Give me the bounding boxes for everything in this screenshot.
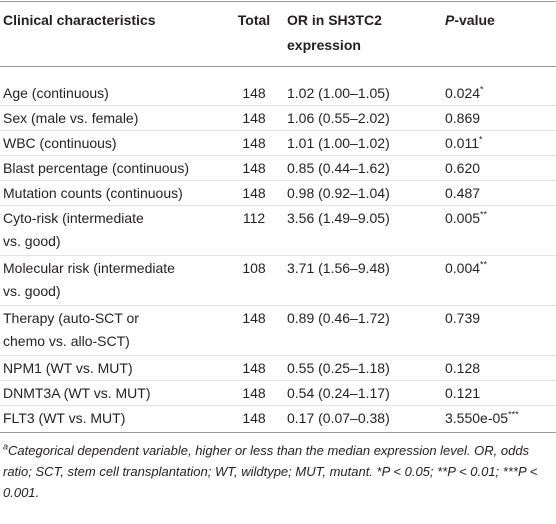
cell: 0.54 (0.24–1.17) xyxy=(287,385,390,401)
significance-mark: ** xyxy=(480,209,488,220)
header-text: -value xyxy=(454,12,495,28)
significance-mark: * xyxy=(480,84,484,95)
footnote-marker: a xyxy=(3,441,9,452)
cell: 3.550e-05*** xyxy=(445,410,519,426)
header-cell: expression xyxy=(287,37,361,53)
p-value: 3.550e-05 xyxy=(445,410,509,426)
cell: 0.89 (0.46–1.72) xyxy=(287,310,390,326)
rule xyxy=(0,66,556,67)
p-value: 0.739 xyxy=(445,310,481,326)
rule xyxy=(0,405,556,406)
footnote: aCategorical dependent variable, higher … xyxy=(3,440,551,503)
cell: 1.02 (1.00–1.05) xyxy=(287,85,390,101)
p-value: 0.620 xyxy=(445,160,481,176)
p-value: 0.024 xyxy=(445,85,481,101)
cell: Age (continuous) xyxy=(3,85,109,101)
p-value: 0.869 xyxy=(445,110,481,126)
rule xyxy=(0,105,556,106)
cell: WBC (continuous) xyxy=(3,135,117,151)
cell: 0.55 (0.25–1.18) xyxy=(287,360,390,376)
significance-mark: * xyxy=(479,134,483,145)
cell: 148 xyxy=(242,110,266,126)
cell: 0.620 xyxy=(445,160,480,176)
header-italic: P xyxy=(445,12,455,28)
cell: NPM1 (WT vs. MUT) xyxy=(3,360,133,376)
cell: 0.869 xyxy=(445,110,480,126)
header-cell: Total xyxy=(237,12,271,28)
cell: 0.121 xyxy=(445,385,480,401)
cell: 0.98 (0.92–1.04) xyxy=(287,185,390,201)
cell: 0.011* xyxy=(445,135,483,151)
rule xyxy=(0,255,556,256)
rule xyxy=(0,432,556,433)
rule xyxy=(0,355,556,356)
cell: 0.739 xyxy=(445,310,480,326)
cell: 108 xyxy=(242,260,266,276)
rule xyxy=(0,305,556,306)
p-value: 0.121 xyxy=(445,385,481,401)
cell: 148 xyxy=(242,360,266,376)
rule xyxy=(0,130,556,131)
cell: 3.71 (1.56–9.48) xyxy=(287,260,390,276)
cell: Sex (male vs. female) xyxy=(3,110,139,126)
cell: 148 xyxy=(242,160,266,176)
cell: Mutation counts (continuous) xyxy=(3,185,183,201)
cell: Blast percentage (continuous) xyxy=(3,160,189,176)
cell: Therapy (auto-SCT or xyxy=(3,310,139,326)
cell: 1.06 (0.55–2.02) xyxy=(287,110,390,126)
cell: 112 xyxy=(242,210,266,226)
rule xyxy=(0,205,556,206)
cell: 3.56 (1.49–9.05) xyxy=(287,210,390,226)
cell: 0.004** xyxy=(445,260,487,276)
p-value: 0.011 xyxy=(445,135,479,151)
cell: 0.128 xyxy=(445,360,480,376)
header-cell: Clinical characteristics xyxy=(3,12,156,28)
rule xyxy=(0,1,556,2)
cell: 0.005** xyxy=(445,210,487,226)
p-value: 0.004 xyxy=(445,260,481,276)
cell: 0.024* xyxy=(445,85,484,101)
p-value: 0.128 xyxy=(445,360,481,376)
p-value: 0.487 xyxy=(445,185,481,201)
footnote-text: Categorical dependent variable, higher o… xyxy=(3,443,538,500)
cell: 148 xyxy=(242,85,266,101)
cell: chemo vs. allo-SCT) xyxy=(3,333,130,349)
cell: Molecular risk (intermediate xyxy=(3,260,175,276)
cell: 0.487 xyxy=(445,185,480,201)
cell: 148 xyxy=(242,385,266,401)
header-cell: P-value xyxy=(445,12,495,28)
cell: 0.85 (0.44–1.62) xyxy=(287,160,390,176)
significance-mark: *** xyxy=(508,409,519,420)
cell: 148 xyxy=(242,410,266,426)
cell: 148 xyxy=(242,185,266,201)
cell: 1.01 (1.00–1.02) xyxy=(287,135,390,151)
cell: 148 xyxy=(242,310,266,326)
p-value: 0.005 xyxy=(445,210,481,226)
rule xyxy=(0,180,556,181)
cell: DNMT3A (WT vs. MUT) xyxy=(3,385,151,401)
header-cell: OR in SH3TC2 xyxy=(287,12,382,28)
cell: Cyto-risk (intermediate xyxy=(3,210,144,226)
cell: FLT3 (WT vs. MUT) xyxy=(3,410,126,426)
rule xyxy=(0,155,556,156)
cell: vs. good) xyxy=(3,283,61,299)
cell: 148 xyxy=(242,135,266,151)
significance-mark: ** xyxy=(480,259,488,270)
cell: vs. good) xyxy=(3,233,61,249)
cell: 0.17 (0.07–0.38) xyxy=(287,410,390,426)
rule xyxy=(0,380,556,381)
